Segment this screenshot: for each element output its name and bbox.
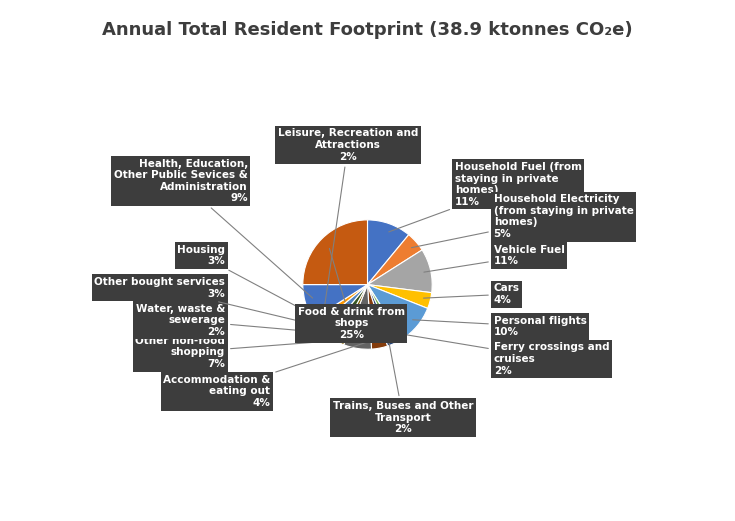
Wedge shape bbox=[303, 284, 368, 319]
Wedge shape bbox=[368, 250, 432, 293]
Text: Vehicle Fuel
11%: Vehicle Fuel 11% bbox=[424, 245, 564, 272]
Wedge shape bbox=[313, 284, 368, 326]
Wedge shape bbox=[344, 284, 372, 349]
Wedge shape bbox=[326, 284, 368, 341]
Wedge shape bbox=[303, 220, 368, 284]
Text: Water, waste &
sewerage
2%: Water, waste & sewerage 2% bbox=[136, 304, 341, 337]
Wedge shape bbox=[368, 284, 387, 349]
Wedge shape bbox=[368, 220, 409, 284]
Wedge shape bbox=[368, 284, 395, 346]
Text: Other bought services
3%: Other bought services 3% bbox=[94, 277, 334, 329]
Text: Leisure, Recreation and
Attractions
2%: Leisure, Recreation and Attractions 2% bbox=[278, 129, 418, 314]
Text: Annual Total Resident Footprint (38.9 ktonnes CO₂e): Annual Total Resident Footprint (38.9 kt… bbox=[102, 21, 633, 39]
Wedge shape bbox=[368, 284, 431, 308]
Text: Ferry crossings and
cruises
2%: Ferry crossings and cruises 2% bbox=[397, 333, 609, 376]
Text: Cars
4%: Cars 4% bbox=[423, 283, 520, 305]
Wedge shape bbox=[337, 284, 368, 345]
Text: Food & drink from
shops
25%: Food & drink from shops 25% bbox=[298, 249, 405, 340]
Text: Personal flights
10%: Personal flights 10% bbox=[412, 316, 587, 338]
Text: Housing
3%: Housing 3% bbox=[177, 245, 326, 322]
Wedge shape bbox=[318, 284, 368, 334]
Text: Other non-food
shopping
7%: Other non-food shopping 7% bbox=[135, 336, 356, 369]
Text: Household Electricity
(from staying in private
homes)
5%: Household Electricity (from staying in p… bbox=[412, 194, 634, 247]
Text: Household Fuel (from
staying in private
homes)
11%: Household Fuel (from staying in private … bbox=[389, 162, 582, 232]
Text: Health, Education,
Other Public Sevices &
Administration
9%: Health, Education, Other Public Sevices … bbox=[114, 159, 312, 298]
Wedge shape bbox=[368, 284, 428, 339]
Text: Accommodation &
eating out
4%: Accommodation & eating out 4% bbox=[163, 340, 375, 408]
Wedge shape bbox=[368, 235, 422, 284]
Text: Trains, Buses and Other
Transport
2%: Trains, Buses and Other Transport 2% bbox=[333, 339, 473, 434]
Wedge shape bbox=[368, 284, 402, 343]
